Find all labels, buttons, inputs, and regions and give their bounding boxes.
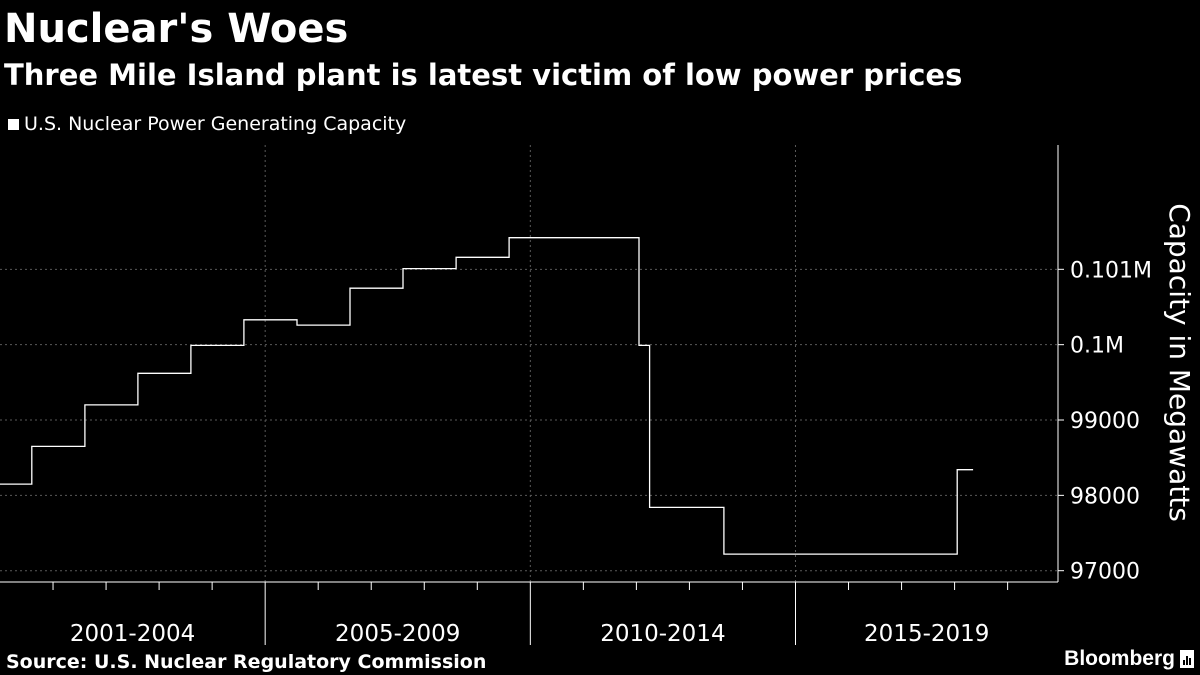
y-tick-label: 97000 <box>1070 560 1140 585</box>
x-group-label: 2001-2004 <box>70 621 195 647</box>
legend-label: U.S. Nuclear Power Generating Capacity <box>24 113 407 135</box>
x-group-label: 2015-2019 <box>864 621 989 647</box>
bloomberg-chart-icon <box>1180 650 1194 668</box>
chart-title: Nuclear's Woes <box>4 6 349 52</box>
x-group-label: 2010-2014 <box>600 621 725 647</box>
series-line <box>0 237 974 555</box>
brand-name: Bloomberg <box>1064 647 1175 670</box>
x-group-label: 2005-2009 <box>335 621 460 647</box>
legend-swatch <box>8 118 19 130</box>
y-tick-label: 0.1M <box>1070 334 1124 359</box>
y-tick-label: 98000 <box>1070 484 1140 509</box>
source-note: Source: U.S. Nuclear Regulatory Commissi… <box>6 651 487 673</box>
y-tick-label: 0.101M <box>1070 258 1152 283</box>
y-axis-title: Capacity in Megawatts <box>1163 203 1196 522</box>
legend: U.S. Nuclear Power Generating Capacity <box>8 112 406 136</box>
bloomberg-logo: Bloomberg <box>1064 647 1194 671</box>
chart-subtitle: Three Mile Island plant is latest victim… <box>4 58 963 92</box>
y-tick-label: 99000 <box>1070 409 1140 434</box>
